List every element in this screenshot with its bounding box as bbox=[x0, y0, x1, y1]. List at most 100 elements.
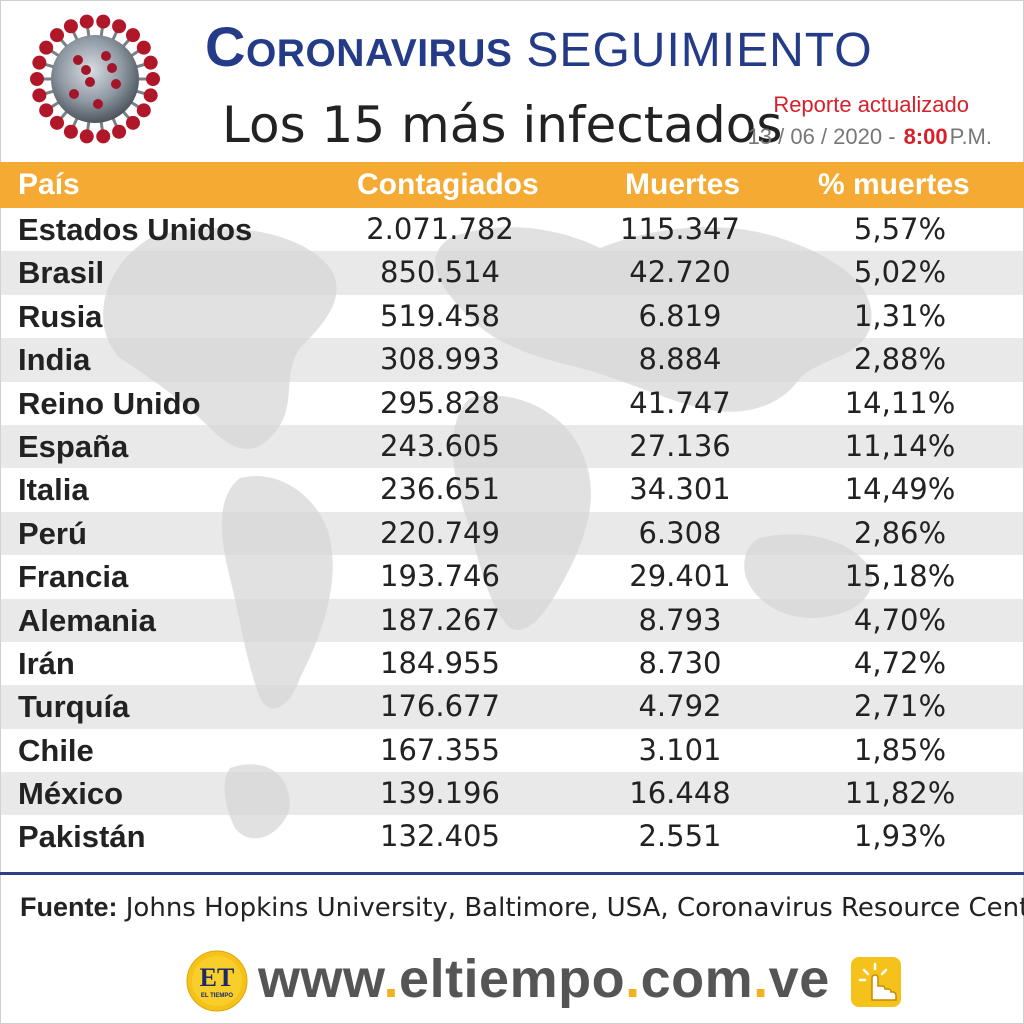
cell-country: Turquía bbox=[18, 689, 130, 725]
cell-country: Alemania bbox=[18, 602, 156, 638]
website-url[interactable]: www.eltiempo.com.ve bbox=[258, 944, 830, 1014]
col-header-confirmed: Contagiados bbox=[357, 168, 539, 201]
subtitle: Los 15 más infectados bbox=[222, 96, 783, 154]
cell-deaths: 8.730 bbox=[638, 645, 722, 680]
cell-death-rate: 1,93% bbox=[853, 819, 947, 854]
cell-death-rate: 2,86% bbox=[853, 515, 947, 550]
cell-country: México bbox=[18, 776, 124, 812]
cell-deaths: 8.793 bbox=[638, 602, 722, 637]
cell-confirmed: 295.828 bbox=[380, 385, 500, 420]
cell-deaths: 115.347 bbox=[620, 212, 740, 246]
cell-deaths: 8.884 bbox=[638, 342, 722, 377]
cell-deaths: 42.720 bbox=[629, 255, 731, 290]
table-row: México 139.196 16.448 11,82% bbox=[0, 772, 1024, 816]
title: Coronavirus SEGUIMIENTO bbox=[205, 14, 873, 94]
cell-deaths: 6.819 bbox=[638, 298, 722, 333]
el-tiempo-logo[interactable]: ET EL TIEMPO bbox=[186, 950, 248, 1012]
logo-text: ET bbox=[200, 963, 235, 992]
cell-death-rate: 1,31% bbox=[853, 298, 947, 333]
header: Coronavirus SEGUIMIENTO Los 15 más infect… bbox=[0, 0, 1024, 160]
cell-country: España bbox=[18, 428, 129, 464]
cell-death-rate: 5,57% bbox=[853, 212, 947, 246]
logo-small-text: EL TIEMPO bbox=[201, 993, 234, 999]
table-row: España 243.605 27.136 11,14% bbox=[0, 424, 1024, 469]
cell-death-rate: 11,14% bbox=[844, 428, 956, 463]
cell-deaths: 29.401 bbox=[629, 559, 731, 594]
cell-death-rate: 2,88% bbox=[853, 342, 947, 377]
title-sub: SEGUIMIENTO bbox=[526, 24, 873, 77]
cell-confirmed: 184.955 bbox=[380, 645, 500, 680]
source-note: Fuente: Johns Hopkins University, Baltim… bbox=[20, 892, 1024, 923]
cell-country: Italia bbox=[18, 472, 89, 508]
report-label: Reporte actualizado bbox=[773, 92, 969, 117]
title-main: Coronavirus bbox=[205, 15, 513, 78]
col-header-death-rate: % muertes bbox=[818, 168, 970, 201]
cell-deaths: 16.448 bbox=[629, 776, 731, 811]
url-domain: eltiempo bbox=[399, 949, 626, 1009]
cell-country: Rusia bbox=[18, 298, 103, 334]
table-row: Francia 193.746 29.401 15,18% bbox=[0, 555, 1024, 598]
url-dot-2: . bbox=[625, 949, 641, 1009]
cell-death-rate: 4,72% bbox=[853, 645, 947, 680]
cell-confirmed: 176.677 bbox=[380, 689, 500, 724]
table-row: India 308.993 8.884 2,88% bbox=[0, 338, 1024, 382]
cell-deaths: 27.136 bbox=[629, 428, 731, 463]
cell-deaths: 3.101 bbox=[638, 732, 722, 767]
brand-row: ET EL TIEMPO www.eltiempo.com.ve bbox=[0, 944, 1024, 1014]
cell-confirmed: 236.651 bbox=[380, 472, 500, 507]
url-ve: ve bbox=[768, 949, 830, 1009]
url-dot-1: . bbox=[383, 949, 400, 1009]
cell-confirmed: 139.196 bbox=[380, 776, 500, 811]
cell-confirmed: 187.267 bbox=[380, 602, 500, 637]
table-row: Reino Unido 295.828 41.747 14,11% bbox=[0, 382, 1024, 425]
cell-confirmed: 308.993 bbox=[380, 342, 500, 377]
url-dot-3: . bbox=[753, 949, 769, 1009]
table-body: Estados Unidos 2.071.782 115.347 5,57% Brasi… bbox=[0, 208, 1024, 859]
cell-confirmed: 220.749 bbox=[380, 515, 500, 550]
cell-deaths: 2.551 bbox=[638, 819, 722, 854]
cell-death-rate: 14,49% bbox=[844, 472, 956, 507]
cell-death-rate: 4,70% bbox=[853, 602, 947, 637]
cell-country: Estados Unidos bbox=[18, 212, 253, 247]
cell-country: Reino Unido bbox=[18, 385, 201, 421]
cell-deaths: 34.301 bbox=[629, 472, 731, 507]
cell-death-rate: 5,02% bbox=[853, 255, 947, 290]
cell-confirmed: 132.405 bbox=[380, 819, 500, 854]
cell-death-rate: 1,85% bbox=[853, 732, 947, 767]
table-row: Rusia 519.458 6.819 1,31% bbox=[0, 295, 1024, 338]
table-header: País Contagiados Muertes % muertes bbox=[0, 162, 1024, 208]
cell-country: Pakistán bbox=[18, 819, 146, 855]
cell-confirmed: 850.514 bbox=[380, 255, 500, 290]
cell-death-rate: 11,82% bbox=[844, 776, 956, 811]
table-row: Turquía 176.677 4.792 2,71% bbox=[0, 685, 1024, 729]
cell-country: Irán bbox=[18, 645, 75, 681]
table-row: Pakistán 132.405 2.551 1,93% bbox=[0, 815, 1024, 858]
coronavirus-icon bbox=[30, 14, 160, 144]
url-com: com bbox=[640, 949, 754, 1009]
cell-confirmed: 243.605 bbox=[380, 428, 500, 463]
cell-death-rate: 2,71% bbox=[853, 689, 947, 724]
cell-deaths: 4.792 bbox=[638, 689, 722, 724]
divider bbox=[0, 872, 1024, 875]
report-time: 8:00 bbox=[903, 124, 948, 149]
cell-country: Chile bbox=[18, 732, 94, 768]
source-text: Johns Hopkins University, Baltimore, USA… bbox=[117, 893, 1024, 923]
cell-country: India bbox=[18, 342, 91, 378]
table-row: Estados Unidos 2.071.782 115.347 5,57% bbox=[0, 208, 1024, 251]
url-www: www bbox=[258, 949, 384, 1009]
source-label: Fuente: bbox=[20, 892, 118, 922]
col-header-country: País bbox=[18, 168, 80, 201]
cell-deaths: 6.308 bbox=[638, 515, 722, 550]
table-row: Irán 184.955 8.730 4,72% bbox=[0, 642, 1024, 685]
cell-confirmed: 167.355 bbox=[380, 732, 500, 767]
cell-confirmed: 2.071.782 bbox=[366, 212, 514, 246]
table-row: Perú 220.749 6.308 2,86% bbox=[0, 511, 1024, 556]
cell-country: Perú bbox=[18, 515, 87, 551]
cell-death-rate: 15,18% bbox=[844, 559, 956, 594]
cell-deaths: 41.747 bbox=[629, 385, 731, 420]
table-row: Alemania 187.267 8.793 4,70% bbox=[0, 598, 1024, 642]
cell-death-rate: 14,11% bbox=[844, 385, 956, 420]
report-ampm: P.M. bbox=[949, 124, 992, 149]
table-row: Brasil 850.514 42.720 5,02% bbox=[0, 251, 1024, 295]
pointer-click-icon bbox=[851, 957, 901, 1007]
